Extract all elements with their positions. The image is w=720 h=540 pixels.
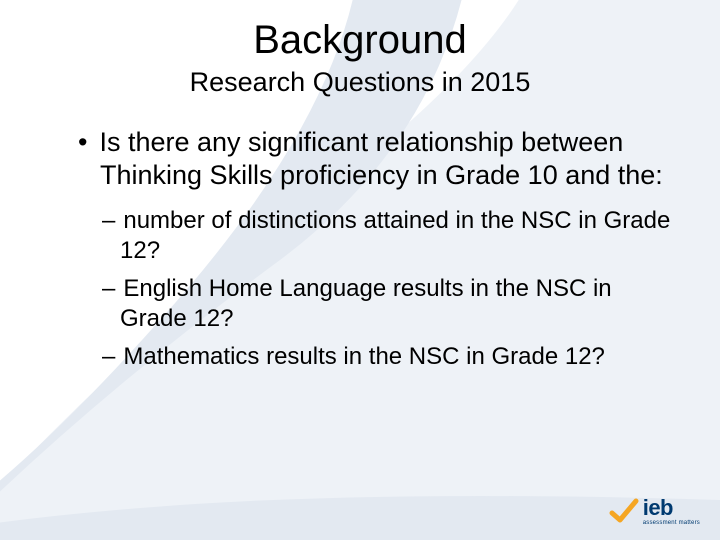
checkmark-icon bbox=[609, 496, 639, 526]
slide-title: Background bbox=[40, 18, 680, 63]
main-bullet: Is there any significant relationship be… bbox=[40, 126, 680, 192]
sub-bullet: Mathematics results in the NSC in Grade … bbox=[120, 342, 680, 372]
logo-tagline: assessment matters bbox=[643, 520, 700, 526]
slide-subtitle: Research Questions in 2015 bbox=[40, 67, 680, 98]
sub-bullet: number of distinctions attained in the N… bbox=[120, 206, 680, 266]
sub-bullet: English Home Language results in the NSC… bbox=[120, 274, 680, 334]
slide-content: Background Research Questions in 2015 Is… bbox=[0, 0, 720, 372]
logo-text-block: ieb assessment matters bbox=[643, 497, 700, 526]
logo-name: ieb bbox=[643, 497, 700, 519]
ieb-logo: ieb assessment matters bbox=[609, 496, 700, 526]
sub-bullet-list: number of distinctions attained in the N… bbox=[40, 206, 680, 372]
